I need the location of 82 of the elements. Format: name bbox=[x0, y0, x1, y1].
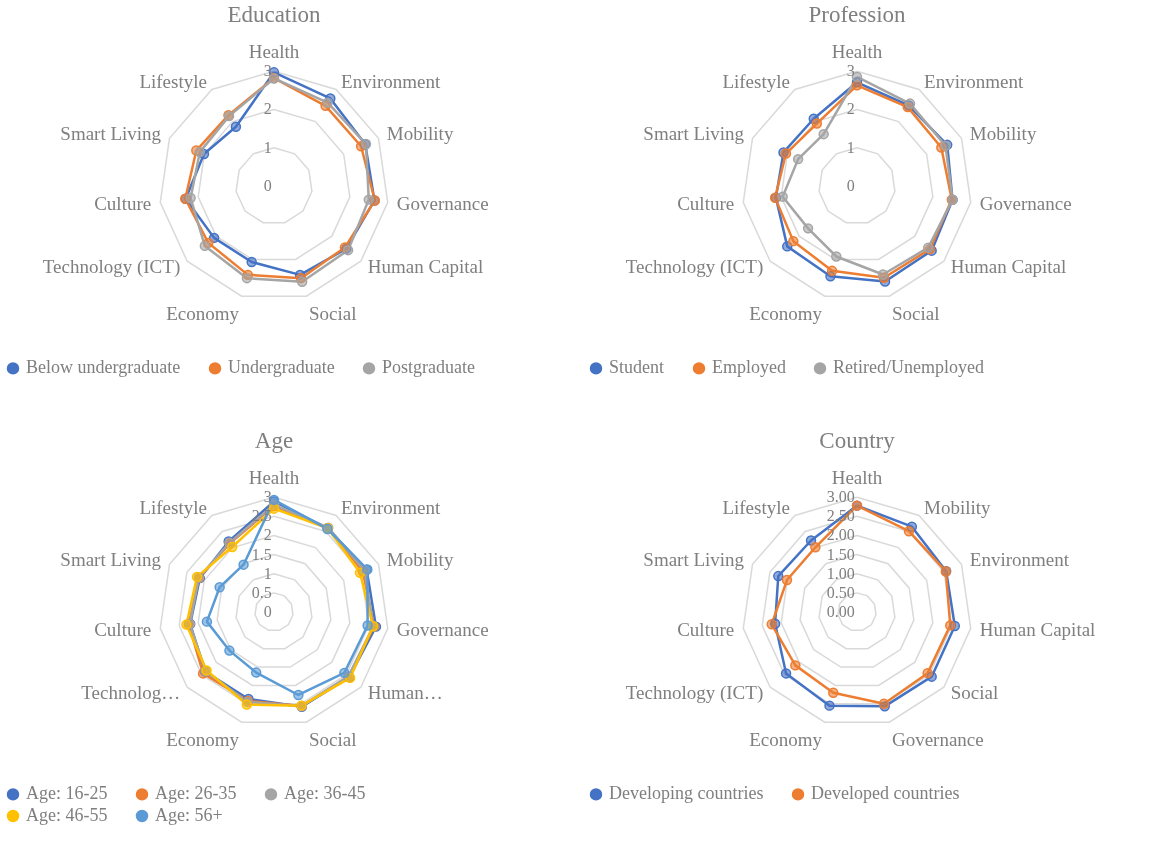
spoke-label: Mobility bbox=[386, 123, 454, 145]
spoke-label: Health bbox=[248, 41, 300, 62]
y-tick-label: 2 bbox=[263, 100, 272, 118]
spoke-label: Economy bbox=[166, 728, 240, 750]
spoke-label: Technology (ICT) bbox=[625, 256, 764, 279]
y-tick-label: 1 bbox=[846, 138, 855, 156]
spoke-label: Mobility bbox=[969, 123, 1037, 145]
y-tick-label: 1.00 bbox=[826, 564, 855, 582]
spoke-label: Economy bbox=[166, 302, 240, 324]
legend-label: Age: 16-25 bbox=[26, 783, 108, 804]
y-tick-label: 0.00 bbox=[826, 603, 855, 620]
legend-label: Undergraduate bbox=[228, 357, 335, 378]
chart-title: Education bbox=[227, 2, 322, 27]
y-tick-label: 1 bbox=[263, 138, 272, 156]
y-tick-label: 2 bbox=[263, 526, 272, 544]
spoke-label: Lifestyle bbox=[722, 70, 790, 92]
y-tick-label: 2 bbox=[846, 100, 855, 118]
spoke-label: Smart Living bbox=[643, 549, 745, 571]
spoke-label: Technology (ICT) bbox=[42, 256, 181, 279]
spoke-label: Governance bbox=[396, 618, 489, 640]
spoke-label: Health bbox=[831, 41, 883, 62]
y-tick-label: 1 bbox=[263, 564, 272, 582]
spoke-label: Smart Living bbox=[60, 549, 162, 571]
y-tick-label: 3 bbox=[263, 488, 272, 506]
spoke-label: Lifestyle bbox=[722, 496, 790, 518]
legend-label: Age: 36-45 bbox=[284, 783, 366, 804]
y-tick-label: 0.5 bbox=[251, 583, 272, 601]
spoke-label: Governance bbox=[396, 192, 489, 214]
legend-label: Age: 26-35 bbox=[155, 783, 237, 804]
spoke-label: Culture bbox=[677, 192, 735, 214]
spoke-label: Human… bbox=[367, 682, 443, 704]
spoke-label: Mobility bbox=[924, 496, 992, 518]
spoke-label: Technology (ICT) bbox=[625, 682, 764, 705]
y-tick-label: 1.50 bbox=[826, 545, 855, 563]
legend-label: Retired/Unemployed bbox=[833, 357, 984, 378]
legend-label: Developing countries bbox=[609, 783, 764, 804]
spoke-label: Social bbox=[308, 302, 357, 324]
spoke-label: Human Capital bbox=[979, 618, 1096, 640]
legend-label: Developed countries bbox=[811, 783, 960, 804]
y-tick-label: 0 bbox=[263, 177, 272, 194]
spoke-label: Smart Living bbox=[60, 123, 162, 145]
spoke-label: Social bbox=[308, 728, 357, 750]
y-tick-label: 3 bbox=[846, 62, 855, 80]
spoke-label: Culture bbox=[94, 618, 152, 640]
spoke-label: Health bbox=[248, 467, 300, 488]
y-tick-label: 1.5 bbox=[251, 545, 272, 563]
spoke-label: Governance bbox=[891, 728, 984, 750]
spoke-label: Smart Living bbox=[643, 123, 745, 145]
spoke-label: Economy bbox=[749, 302, 823, 324]
y-tick-label: 2.5 bbox=[251, 507, 272, 525]
legend-label: Age: 56+ bbox=[155, 805, 223, 825]
legend-label: Employed bbox=[712, 357, 786, 378]
y-tick-label: 0.50 bbox=[826, 583, 855, 601]
chart-title: Age bbox=[254, 428, 294, 453]
legend-label: Below undergraduate bbox=[26, 357, 181, 378]
y-tick-label: 2.00 bbox=[826, 526, 855, 544]
spoke-label: Mobility bbox=[386, 549, 454, 571]
spoke-label: Environment bbox=[969, 549, 1070, 571]
spoke-label: Governance bbox=[979, 192, 1072, 214]
spoke-label: Environment bbox=[924, 70, 1025, 92]
chart-title: Country bbox=[819, 428, 896, 453]
y-tick-label: 0 bbox=[263, 603, 272, 620]
spoke-label: Technolog… bbox=[81, 682, 181, 704]
y-tick-label: 3.00 bbox=[826, 488, 855, 506]
y-tick-label: 3 bbox=[263, 62, 272, 80]
spoke-label: Social bbox=[950, 682, 999, 704]
legend-label: Postgraduate bbox=[382, 357, 475, 378]
spoke-label: Human Capital bbox=[367, 256, 484, 278]
y-tick-label: 0 bbox=[846, 177, 855, 194]
spoke-label: Environment bbox=[341, 496, 442, 518]
spoke-label: Lifestyle bbox=[139, 496, 207, 518]
spoke-label: Social bbox=[891, 302, 940, 324]
spoke-label: Economy bbox=[749, 728, 823, 750]
spoke-label: Lifestyle bbox=[139, 70, 207, 92]
spoke-label: Culture bbox=[94, 192, 152, 214]
spoke-label: Health bbox=[831, 467, 883, 488]
spoke-label: Environment bbox=[341, 70, 442, 92]
spoke-label: Human Capital bbox=[950, 256, 1067, 278]
spoke-label: Culture bbox=[677, 618, 735, 640]
legend-label: Student bbox=[609, 357, 665, 378]
legend-label: Age: 46-55 bbox=[26, 805, 108, 825]
chart-title: Profession bbox=[808, 2, 907, 27]
